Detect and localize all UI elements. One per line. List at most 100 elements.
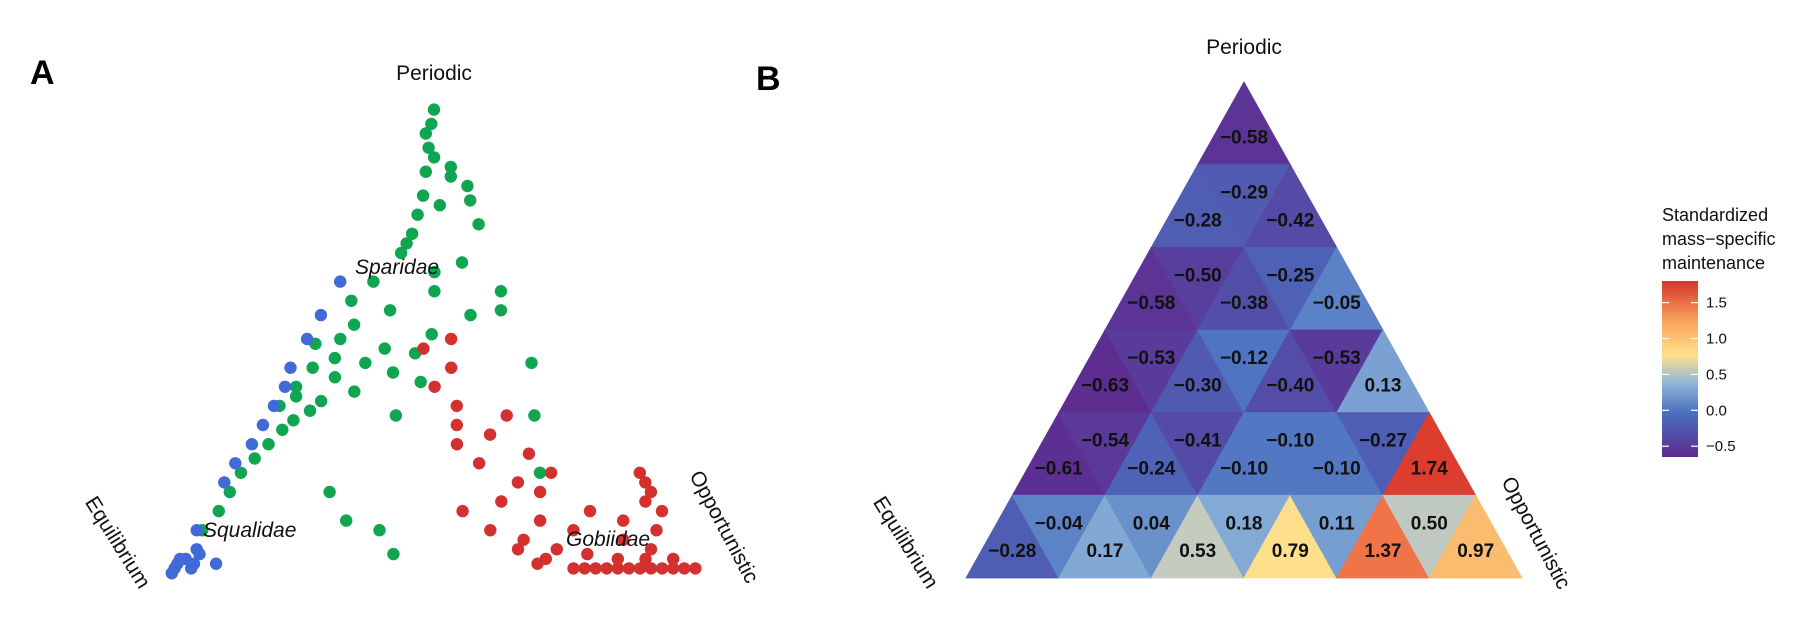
scatter-point-gobiidae-37: [450, 399, 463, 413]
scatter-point-sparidae-9: [416, 189, 430, 202]
scatter-point-gobiidae-0: [689, 562, 702, 575]
scatter-point-squalidae-10: [190, 524, 203, 537]
heat-cell-label-r5-c0: −0.28: [988, 541, 1036, 562]
scatter-point-sparidae-34: [328, 371, 342, 384]
scatter-point-gobiidae-32: [472, 457, 486, 470]
heat-cell-label-r3-c2: −0.30: [1174, 376, 1222, 397]
scatter-point-squalidae-7: [185, 562, 198, 575]
scatter-point-gobiidae-15: [581, 547, 594, 561]
scatter-point-sparidae-35: [414, 375, 427, 389]
scatter-point-sparidae-13: [472, 218, 485, 231]
panel-a: A Periodic Equilibrium Opportunistic Spa…: [30, 54, 763, 593]
scatter-point-sparidae-32: [306, 361, 319, 374]
heat-cell-label-r2-c3: −0.25: [1266, 265, 1315, 286]
heat-cell-label-r4-c8: 1.74: [1411, 458, 1448, 479]
heat-cells: [965, 81, 1523, 579]
scatter-point-gobiidae-26: [517, 533, 530, 546]
scatter-point-gobiidae-11: [567, 562, 580, 575]
heat-cell-label-r1-c2: −0.42: [1266, 210, 1314, 231]
scatter-point-sparidae-11: [433, 199, 446, 212]
gobiidae-label: Gobiidae: [566, 528, 650, 551]
scatter-point-gobiidae-13: [639, 552, 652, 566]
heat-cell-label-r3-c0: −0.63: [1081, 376, 1129, 397]
heat-cell-label-r2-c0: −0.58: [1127, 293, 1175, 314]
scatter-point-squalidae-9: [209, 557, 223, 570]
heat-cell-label-r5-c7: 0.11: [1319, 513, 1355, 534]
heat-cell-label-r2-c2: −0.38: [1220, 293, 1268, 314]
panel-a-letter: A: [30, 54, 55, 92]
scatter-point-sparidae-26: [334, 332, 347, 346]
scatter-point-sparidae-10: [464, 194, 477, 207]
scatter-point-gobiidae-9: [589, 562, 602, 575]
heat-cell-r5-c10: [1428, 494, 1523, 579]
scatter-point-sparidae-22: [383, 304, 397, 317]
scatter-point-gobiidae-2: [667, 562, 680, 575]
heat-cell-label-r1-c1: −0.29: [1220, 183, 1268, 204]
color-legend: Standardized mass−specific maintenance 1…: [1662, 205, 1776, 457]
scatter-point-gobiidae-36: [500, 409, 513, 422]
scatter-point-sparidae-7: [444, 170, 457, 183]
heat-cell-label-r5-c6: 0.79: [1272, 541, 1309, 562]
scatter-point-gobiidae-46: [456, 504, 469, 518]
scatter-point-gobiidae-14: [611, 552, 624, 566]
scatter-point-sparidae-43: [287, 414, 300, 427]
scatter-point-sparidae-46: [248, 452, 261, 465]
scatter-point-gobiidae-19: [617, 514, 630, 527]
scatter-point-sparidae-17: [455, 256, 469, 269]
scatter-point-sparidae-2: [419, 127, 432, 140]
scatter-point-squalidae-16: [278, 380, 292, 393]
scatter-point-squalidae-8: [173, 552, 187, 566]
scatter-point-sparidae-4: [427, 151, 441, 164]
scatter-point-sparidae-57: [494, 285, 508, 298]
scatter-point-gobiidae-27: [567, 524, 580, 537]
heat-cell-label-r3-c6: 0.13: [1365, 376, 1402, 397]
heat-cell-label-r4-c5: −0.10: [1266, 431, 1314, 452]
heat-cell-label-r4-c1: −0.54: [1081, 431, 1130, 452]
heat-cell-label-r4-c0: −0.61: [1035, 458, 1084, 479]
panel-a-periodic-label: Periodic: [396, 62, 472, 85]
scatter-point-sparidae-55: [528, 409, 541, 422]
scatter-point-sparidae-58: [525, 356, 538, 370]
scatter-point-gobiidae-7: [611, 562, 624, 575]
scatter-point-sparidae-20: [428, 285, 441, 298]
scatter-point-squalidae-14: [256, 418, 270, 432]
panel-a-equilibrium-label: Equilibrium: [80, 492, 155, 592]
scatter-point-gobiidae-34: [483, 428, 497, 441]
scatter-point-sparidae-21: [345, 294, 358, 307]
panel-b: B Periodic Equilibrium Opportunistic −0.…: [756, 36, 1575, 593]
heat-cell-label-r3-c1: −0.53: [1127, 348, 1175, 369]
heat-cell-label-r3-c5: −0.53: [1313, 348, 1361, 369]
scatter-point-squalidae-20: [334, 275, 347, 288]
sparidae-label: Sparidae: [355, 256, 439, 279]
scatter-point-gobiidae-21: [639, 495, 652, 508]
heat-cell-label-r5-c1: −0.04: [1035, 513, 1084, 534]
scatter-point-gobiidae-28: [533, 514, 547, 527]
scatter-point-squalidae-19: [314, 308, 328, 322]
scatter-point-sparidae-41: [303, 404, 317, 417]
heat-cell-label-r2-c1: −0.50: [1174, 265, 1222, 286]
heat-cell-label-r2-c4: −0.05: [1313, 293, 1362, 314]
heat-cell-label-r3-c3: −0.12: [1220, 348, 1268, 369]
scatter-point-sparidae-12: [411, 208, 424, 221]
scatter-point-sparidae-25: [425, 328, 438, 341]
panel-b-periodic-label: Periodic: [1206, 36, 1282, 59]
scatter-point-sparidae-33: [386, 366, 400, 379]
heat-cell-label-r4-c2: −0.24: [1127, 458, 1176, 479]
scatter-point-sparidae-56: [494, 304, 508, 317]
legend-tick-label-2: 0.5: [1706, 366, 1727, 383]
scatter-point-gobiidae-25: [550, 543, 563, 556]
scatter-point-sparidae-30: [328, 351, 341, 365]
scatter-point-sparidae-5: [444, 160, 457, 174]
scatter-point-gobiidae-6: [622, 562, 636, 575]
scatter-point-sparidae-39: [314, 394, 328, 408]
heat-cell-label-r5-c5: 0.18: [1226, 513, 1263, 534]
scatter-point-gobiidae-12: [667, 552, 680, 566]
scatter-point-squalidae-18: [300, 332, 314, 346]
heat-cell-label-r5-c2: 0.17: [1087, 541, 1124, 562]
scatter-point-sparidae-59: [533, 466, 547, 479]
scatter-point-sparidae-28: [378, 342, 391, 355]
legend-color-bar: [1662, 281, 1698, 457]
scatter-point-gobiidae-5: [633, 562, 647, 575]
legend-title-line-3: maintenance: [1662, 253, 1765, 273]
